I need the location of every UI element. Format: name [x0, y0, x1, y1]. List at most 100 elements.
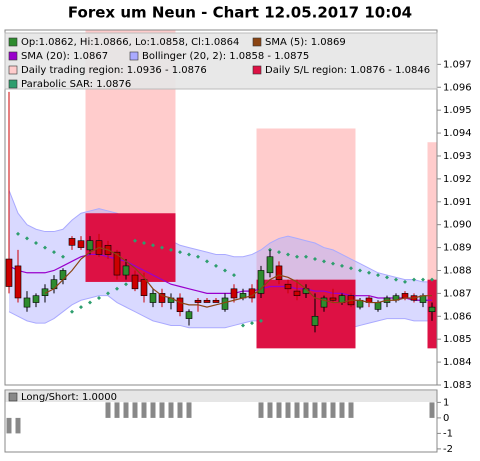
sar-dot	[385, 275, 389, 280]
sar-dot	[430, 277, 434, 282]
y-tick-label: 1.088	[443, 265, 472, 276]
sar-dot	[16, 231, 20, 236]
y-tick-label: 1.084	[443, 357, 472, 368]
legend-label: Parabolic SAR: 1.0876	[21, 79, 131, 90]
legend-box	[5, 391, 437, 402]
sar-dot	[187, 252, 191, 257]
y-tick-label: -2	[443, 444, 453, 455]
y-tick-label: -1	[443, 428, 453, 439]
sar-dot	[178, 250, 182, 255]
sar-dot	[88, 300, 92, 305]
bar	[123, 402, 129, 418]
candle-body	[32, 295, 40, 303]
y-tick-label: 1.087	[443, 288, 472, 299]
bar	[330, 402, 336, 418]
bar	[312, 402, 318, 418]
candle-body	[293, 290, 301, 296]
sma20-line	[8, 253, 432, 301]
candle-body	[185, 311, 193, 319]
legend-swatch	[8, 65, 18, 75]
bollinger-upper	[8, 190, 432, 283]
bar	[294, 402, 300, 418]
bar	[339, 402, 345, 418]
sar-dot	[295, 254, 299, 259]
sub-frame	[4, 389, 438, 453]
sar-dot	[79, 305, 83, 310]
sar-dot	[250, 321, 254, 326]
y-tick-label: 1.091	[443, 197, 472, 208]
legend-swatch	[8, 37, 18, 47]
bar	[150, 402, 156, 418]
sar-dot	[52, 250, 56, 255]
sar-dot	[286, 252, 290, 257]
bar	[6, 417, 12, 434]
sar-dot	[412, 277, 416, 282]
bar	[159, 402, 165, 418]
sar-dot	[196, 254, 200, 259]
sar-dot	[304, 254, 308, 259]
legend-swatch	[252, 65, 262, 75]
legend-box	[4, 32, 438, 90]
bar	[177, 402, 183, 418]
sar-dot	[358, 268, 362, 273]
main-plot	[5, 30, 437, 349]
legend-label: Daily trading region: 1.0936 - 1.0876	[21, 65, 207, 76]
sar-dot	[169, 247, 173, 252]
bar	[15, 417, 21, 434]
legend-label: SMA (5): 1.0869	[265, 37, 346, 48]
legend-swatch	[8, 79, 18, 89]
sar-dot	[277, 250, 281, 255]
candle-body	[401, 293, 409, 299]
sar-dot	[106, 291, 110, 296]
bar	[258, 402, 264, 418]
sar-dot	[142, 241, 146, 245]
y-tick-label: 1.096	[443, 82, 472, 93]
y-tick-label: 1.083	[443, 380, 472, 391]
y-tick-label: 1.089	[443, 243, 472, 254]
legend-swatch	[8, 51, 18, 61]
candle-body	[158, 293, 166, 303]
sar-dot	[70, 309, 74, 314]
main-frame	[4, 29, 438, 386]
candle-body	[176, 297, 184, 313]
y-tick-label: 1.093	[443, 151, 472, 162]
bar	[105, 402, 111, 418]
sar-dot	[421, 277, 425, 282]
candle-body	[149, 293, 157, 303]
candle-body	[86, 240, 94, 251]
y-tick-label: 1.092	[443, 174, 472, 185]
candle-body	[257, 270, 265, 294]
candle-body	[329, 297, 337, 301]
trading-region	[427, 142, 437, 280]
legend-label: Daily S/L region: 1.0876 - 1.0846	[265, 65, 430, 76]
legend-swatch	[129, 51, 139, 61]
candle-body	[320, 297, 328, 308]
candle-body	[194, 299, 202, 303]
candle-body	[5, 258, 13, 287]
sar-dot	[403, 279, 407, 284]
sar-dot	[376, 273, 380, 278]
legend-swatch	[8, 392, 18, 402]
candle-body	[428, 306, 436, 313]
candle-body	[14, 265, 22, 299]
bar	[348, 402, 354, 418]
bar	[429, 402, 435, 418]
bar	[276, 402, 282, 418]
sar-dot	[331, 261, 335, 266]
sar-dot	[322, 259, 326, 264]
candle-body	[374, 302, 382, 310]
bar	[114, 402, 120, 418]
sar-dot	[259, 318, 263, 323]
bar	[303, 402, 309, 418]
sar-dot	[205, 259, 209, 264]
sar-dot	[115, 286, 119, 291]
sar-dot	[241, 323, 245, 328]
y-tick-label: 1.086	[443, 311, 472, 322]
sar-dot	[394, 277, 398, 282]
sar-dot	[160, 245, 164, 250]
bar	[141, 402, 147, 418]
bar	[321, 402, 327, 418]
chart-title: Forex um Neun - Chart 12.05.2017 10:04	[68, 4, 412, 22]
sar-dot	[34, 241, 38, 245]
